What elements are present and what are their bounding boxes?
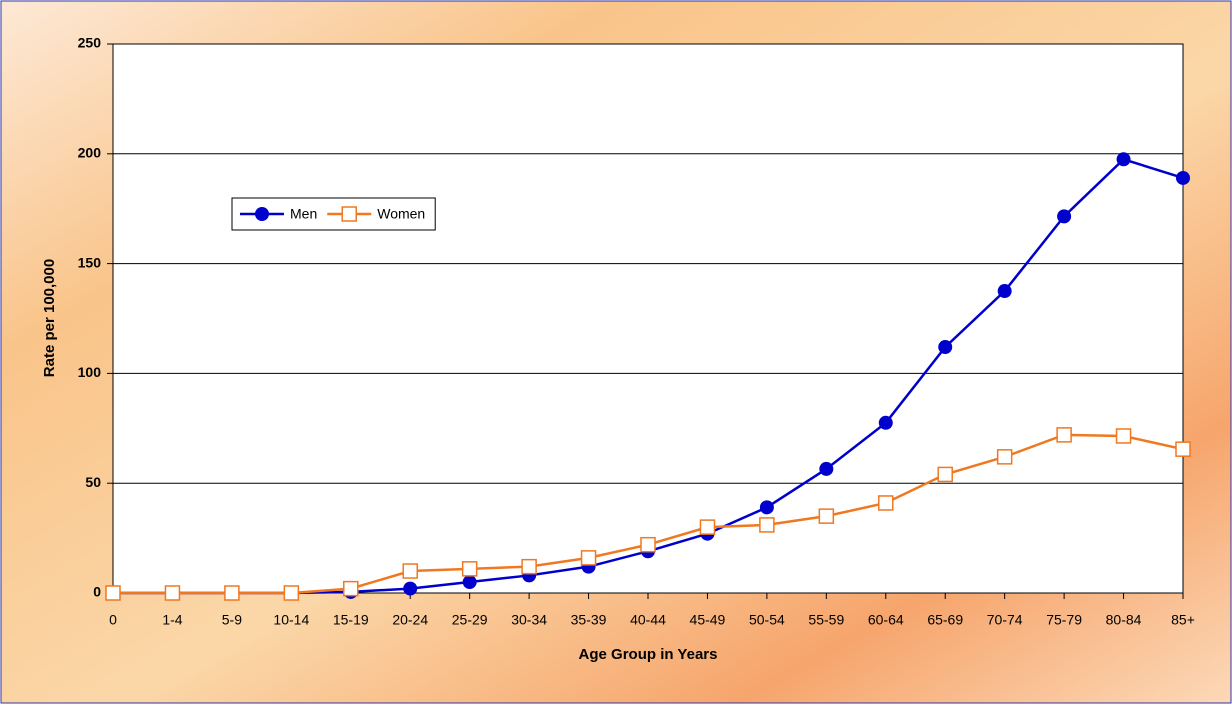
x-tick-label: 60-64 — [868, 612, 904, 628]
point — [699, 519, 716, 535]
legend-label: Men — [290, 206, 317, 222]
x-tick-label: 75-79 — [1046, 612, 1082, 628]
y-axis-title: Rate per 100,000 — [41, 259, 58, 377]
point — [580, 550, 597, 566]
point — [997, 284, 1012, 299]
point — [759, 517, 775, 533]
y-tick-label: 50 — [85, 474, 101, 490]
point — [343, 580, 359, 597]
point — [283, 585, 300, 601]
x-axis-title: Age Group in Years — [579, 646, 718, 663]
y-tick-label: 100 — [78, 364, 102, 380]
point — [1175, 441, 1191, 457]
x-tick-label: 10-14 — [273, 612, 309, 628]
x-tick-label: 80-84 — [1106, 612, 1142, 628]
y-tick-label: 0 — [93, 584, 101, 600]
point — [164, 585, 181, 601]
x-tick-label: 5-9 — [222, 612, 242, 628]
point — [1057, 209, 1072, 224]
x-tick-label: 45-49 — [690, 612, 726, 628]
y-tick-label: 250 — [78, 35, 102, 51]
point — [105, 585, 121, 601]
point — [937, 466, 953, 483]
x-tick-label: 55-59 — [808, 612, 844, 628]
point — [1056, 427, 1072, 443]
x-tick-label: 30-34 — [511, 612, 547, 628]
x-tick-label: 35-39 — [571, 612, 607, 628]
y-tick-label: 200 — [78, 145, 102, 161]
point — [819, 461, 834, 476]
x-tick-label: 15-19 — [333, 612, 369, 628]
legend-marker — [341, 206, 357, 222]
point — [1116, 152, 1131, 167]
point — [878, 415, 893, 430]
point — [818, 508, 835, 524]
point — [759, 500, 774, 515]
x-tick-label: 40-44 — [630, 612, 666, 628]
point — [1176, 170, 1190, 185]
point — [403, 581, 418, 596]
y-tick-label: 150 — [78, 254, 102, 270]
point — [462, 575, 477, 590]
point — [402, 563, 418, 579]
point — [938, 340, 953, 355]
x-tick-label: 20-24 — [392, 612, 428, 628]
point — [1115, 428, 1132, 444]
x-tick-label: 0 — [109, 612, 117, 628]
point — [996, 449, 1013, 465]
point — [878, 495, 894, 511]
x-tick-label: 70-74 — [987, 612, 1023, 628]
x-tick-label: 50-54 — [749, 612, 785, 628]
point — [640, 536, 656, 553]
x-tick-label: 25-29 — [452, 612, 488, 628]
x-tick-label: 65-69 — [927, 612, 963, 628]
legend-label: Women — [377, 206, 425, 222]
x-tick-label: 85+ — [1171, 612, 1195, 628]
legend-marker — [255, 207, 269, 221]
plot-area — [113, 44, 1183, 593]
x-tick-label: 1-4 — [162, 612, 182, 628]
legend: Men Women — [231, 197, 436, 231]
point — [461, 561, 478, 577]
point — [224, 585, 240, 601]
point — [521, 558, 537, 575]
